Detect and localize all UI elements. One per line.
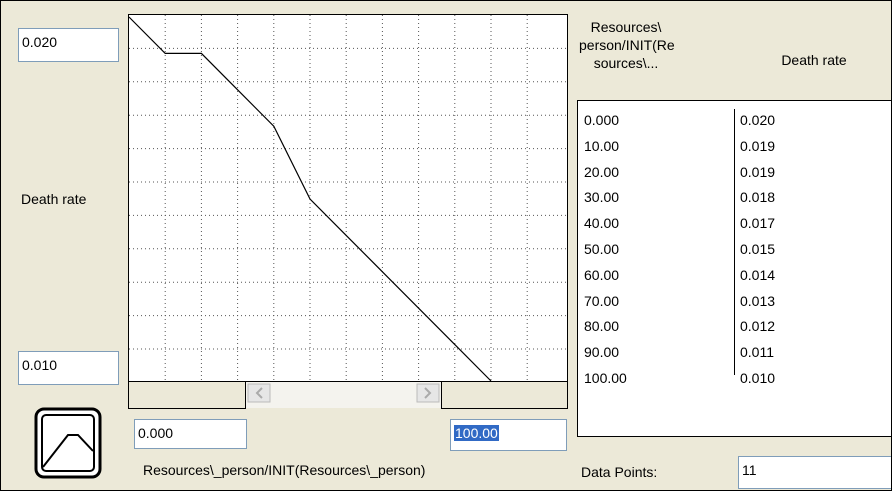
y-max-text: 0.020	[22, 34, 58, 50]
y-cell: 0.011	[740, 344, 774, 361]
column-divider	[734, 109, 735, 375]
points-input[interactable]: 11	[738, 456, 891, 489]
y-cell: 0.015	[740, 241, 776, 257]
graph[interactable]	[128, 14, 569, 410]
scroll-right-button[interactable]	[416, 383, 440, 403]
x-cell: 20.00	[584, 163, 620, 180]
x-cell: 80.00	[584, 318, 620, 335]
y-min-text: 0.010	[22, 357, 58, 373]
y-cell: 0.012	[740, 318, 776, 335]
y-cell: 0.013	[740, 292, 776, 309]
x-cell: 70.00	[584, 292, 620, 309]
header-line: Resources\	[590, 19, 662, 35]
scrollbar[interactable]	[246, 382, 441, 408]
x-cell: 0.000	[584, 112, 620, 128]
x-label: Resources\_person/INIT(Resources\_person…	[143, 462, 426, 478]
scroll-left-pad	[128, 381, 246, 409]
scroll-right-pad	[441, 381, 568, 409]
curve	[128, 16, 492, 382]
plot-frame	[128, 14, 568, 382]
x-min-input[interactable]: 0.000	[134, 419, 247, 449]
y-min-input[interactable]: 0.010	[18, 351, 119, 385]
header-line: sources\...	[593, 55, 659, 71]
y-column-header: Death rate	[734, 52, 891, 68]
x-cell: 100.00	[584, 370, 627, 386]
scroll-left-arrow	[255, 387, 263, 399]
button-inner	[41, 414, 95, 472]
x-min-text: 0.000	[138, 425, 174, 441]
y-cell: 0.014	[740, 266, 776, 283]
x-cell: 90.00	[584, 344, 620, 361]
data-table[interactable]: 0.000 0.020 10.00 0.019 20.00 0.019 30.00 0.018…	[577, 100, 891, 437]
button-frame	[34, 407, 102, 479]
y-max-input[interactable]: 0.020	[18, 28, 119, 62]
points-text: 11	[742, 462, 757, 478]
y-cell: 0.017	[740, 215, 776, 232]
y-cell: 0.018	[740, 189, 776, 206]
scroll-left-button[interactable]	[247, 383, 271, 403]
y-label: Death rate	[21, 191, 87, 207]
button-icon	[42, 434, 94, 468]
scroll-right-arrow	[424, 387, 432, 399]
x-cell: 40.00	[584, 215, 620, 232]
y-cell: 0.010	[740, 370, 776, 386]
shape-button[interactable]	[34, 407, 104, 481]
x-column-header: Resources\ person/INIT(Re sources\...	[579, 18, 675, 72]
x-max-text: 100.00	[454, 425, 499, 441]
x-cell: 50.00	[584, 241, 620, 257]
header-line: person/INIT(Re	[579, 37, 675, 53]
x-cell: 60.00	[584, 266, 620, 283]
header-line: Death rate	[781, 52, 847, 68]
points-label: Data Points:	[581, 464, 658, 480]
y-cell: 0.019	[740, 163, 776, 180]
y-cell: 0.020	[740, 112, 776, 128]
x-cell: 10.00	[584, 137, 620, 154]
x-cell: 30.00	[584, 189, 620, 206]
y-cell: 0.019	[740, 137, 776, 154]
x-max-input[interactable]: 100.00	[450, 419, 567, 451]
